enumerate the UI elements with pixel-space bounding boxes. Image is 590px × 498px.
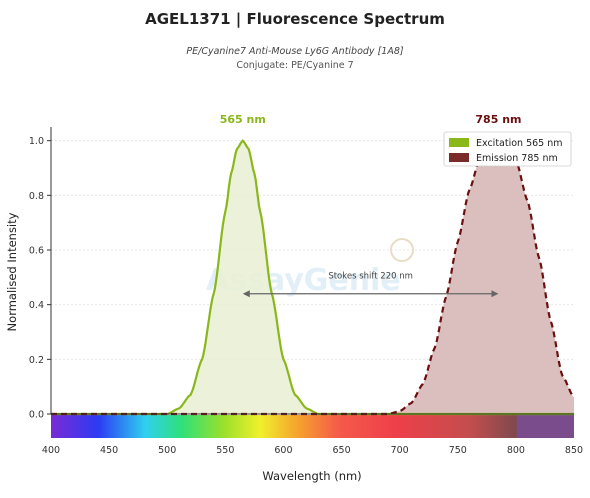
y-tick-label: 0.6 <box>29 246 44 257</box>
x-tick-label: 450 <box>100 445 118 456</box>
arrow-head-left <box>242 290 250 298</box>
y-tick-label: 0.0 <box>29 410 44 421</box>
x-tick-label: 750 <box>449 445 467 456</box>
x-tick-label: 650 <box>332 445 350 456</box>
y-tick-label: 1.0 <box>29 136 44 147</box>
y-tick-label: 0.2 <box>29 355 44 366</box>
stokes-shift-label: Stokes shift 220 nm <box>328 272 413 282</box>
axes: 0.0 0.2 0.4 0.6 0.8 1.0 400 450 500 550 600 650 700 7… <box>29 127 583 456</box>
x-tick-label: 400 <box>42 445 60 456</box>
x-tick-label: 500 <box>158 445 176 456</box>
spectrum-gradient <box>51 415 574 438</box>
x-tick-label: 850 <box>565 445 583 456</box>
x-tick-label: 700 <box>391 445 409 456</box>
visible-spectrum-band <box>51 415 574 438</box>
y-tick-label: 0.4 <box>29 300 44 311</box>
peak-label-excitation: 565 nm <box>220 113 266 126</box>
chart-subtitle: PE/Cyanine7 Anti-Mouse Ly6G Antibody [1A… <box>186 46 404 57</box>
legend-label-excitation: Excitation 565 nm <box>476 138 563 149</box>
legend-box <box>443 131 572 167</box>
y-tick-label: 0.8 <box>29 191 44 202</box>
series-fill-emission <box>51 140 574 414</box>
legend-label-emission: Emission 785 nm <box>476 153 558 164</box>
x-tick-label: 600 <box>274 445 292 456</box>
y-axis-label: Normalised Intensity <box>5 212 19 331</box>
x-axis-label: Wavelength (nm) <box>262 469 361 483</box>
chart-title: AGEL1371 | Fluorescence Spectrum <box>145 10 445 28</box>
legend: Excitation 565 nm Emission 785 nm <box>443 131 572 167</box>
conjugate-label: Conjugate: PE/Cyanine 7 <box>236 60 354 71</box>
legend-swatch-emission <box>449 153 469 162</box>
x-tick-label: 550 <box>216 445 234 456</box>
legend-swatch-excitation <box>449 138 469 147</box>
arrow-head-right <box>491 290 499 298</box>
peak-label-emission: 785 nm <box>475 113 521 126</box>
x-tick-label: 800 <box>507 445 525 456</box>
